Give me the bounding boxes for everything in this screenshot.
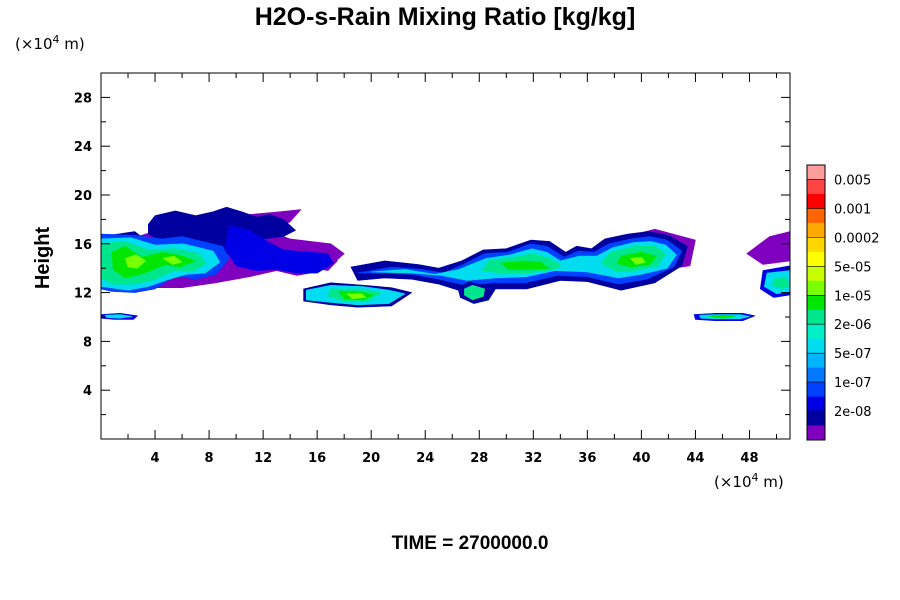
colorbar-swatch xyxy=(807,251,825,267)
contour-region-11 xyxy=(125,254,146,269)
y-tick-label: 16 xyxy=(74,238,92,253)
colorbar-swatch xyxy=(807,367,825,383)
colorbar-swatch xyxy=(807,179,825,195)
x-tick-label: 20 xyxy=(362,451,380,466)
x-tick-label: 40 xyxy=(632,451,650,466)
contour-fill-group xyxy=(100,206,791,322)
contour-region-10 xyxy=(111,245,196,279)
x-tick-label: 28 xyxy=(470,451,488,466)
colorbar-label: 1e-07 xyxy=(834,376,872,391)
y-axis-unit: (×104 m) xyxy=(15,33,85,53)
colorbar-swatch xyxy=(807,382,825,397)
x-axis-unit-suffix: m) xyxy=(759,473,784,491)
axis-ticks xyxy=(101,73,790,439)
colorbar-label: 1e-05 xyxy=(834,289,872,304)
x-tick-label: 36 xyxy=(578,451,596,466)
colorbar-swatch xyxy=(807,338,825,354)
contour-region-20 xyxy=(630,256,646,265)
contour-region-25 xyxy=(346,293,367,300)
colorbar-swatch xyxy=(807,425,825,441)
plot-frame xyxy=(100,72,791,440)
colorbar-swatch xyxy=(807,411,825,426)
colorbar-swatch xyxy=(807,266,825,282)
colorbar-swatch xyxy=(807,280,825,296)
contour-region-6 xyxy=(225,225,334,274)
contour-region-30 xyxy=(772,276,791,290)
colorbar-label: 0.005 xyxy=(834,173,871,188)
colorbar-label: 5e-05 xyxy=(834,260,872,275)
colorbar-frame xyxy=(806,164,826,441)
y-tick-label: 8 xyxy=(83,335,92,350)
x-axis-unit-exponent: 4 xyxy=(752,471,759,484)
y-tick-label: 28 xyxy=(74,91,92,106)
x-tick-label: 4 xyxy=(151,451,160,466)
contour-region-35 xyxy=(708,314,737,319)
colorbar-swatch xyxy=(807,295,825,311)
contour-region-27 xyxy=(464,284,486,301)
contour-region-32 xyxy=(104,314,133,319)
x-axis-unit-prefix: (×10 xyxy=(714,473,752,491)
colorbar: 0.005 0.001 0.0002 5e-05 1e-05 2e-06 5e-07 1e-0… xyxy=(806,164,880,441)
y-axis-unit-prefix: (×10 xyxy=(15,35,53,53)
x-tick-label: 48 xyxy=(740,451,758,466)
colorbar-swatch xyxy=(807,222,825,238)
y-axis-label: Height xyxy=(32,227,54,290)
y-tick-label: 12 xyxy=(74,287,92,302)
contour-region-12 xyxy=(162,255,183,265)
colorbar-label: 0.001 xyxy=(834,202,871,217)
colorbar-swatch xyxy=(807,396,825,412)
time-label: TIME = 2700000.0 xyxy=(392,533,549,554)
y-axis-unit-exponent: 4 xyxy=(53,33,60,46)
colorbar-swatch xyxy=(807,324,825,339)
colorbar-swatch xyxy=(807,193,825,209)
x-axis-unit: (×104 m) xyxy=(714,471,784,491)
contour-region-18 xyxy=(500,260,550,270)
y-tick-label: 4 xyxy=(83,384,92,399)
chart-title: H2O-s-Rain Mixing Ratio [kg/kg] xyxy=(255,3,636,31)
colorbar-swatch xyxy=(807,309,825,325)
colorbar-swatch xyxy=(807,165,825,180)
x-tick-label: 8 xyxy=(205,451,214,466)
colorbar-swatch xyxy=(807,353,825,368)
colorbar-swatch xyxy=(807,237,825,253)
y-tick-label: 24 xyxy=(74,140,92,155)
x-tick-label: 16 xyxy=(308,451,326,466)
x-tick-label: 32 xyxy=(524,451,542,466)
y-axis-unit-suffix: m) xyxy=(60,35,85,53)
y-tick-label: 20 xyxy=(74,189,92,204)
colorbar-label: 2e-06 xyxy=(834,318,872,333)
colorbar-swatch xyxy=(807,208,825,224)
x-tick-label: 24 xyxy=(416,451,434,466)
colorbar-label: 2e-08 xyxy=(834,405,872,420)
x-tick-label: 12 xyxy=(254,451,272,466)
colorbar-label: 5e-07 xyxy=(834,347,872,362)
colorbar-label: 0.0002 xyxy=(834,231,880,246)
contour-region-3 xyxy=(746,231,791,265)
x-tick-label: 44 xyxy=(686,451,704,466)
